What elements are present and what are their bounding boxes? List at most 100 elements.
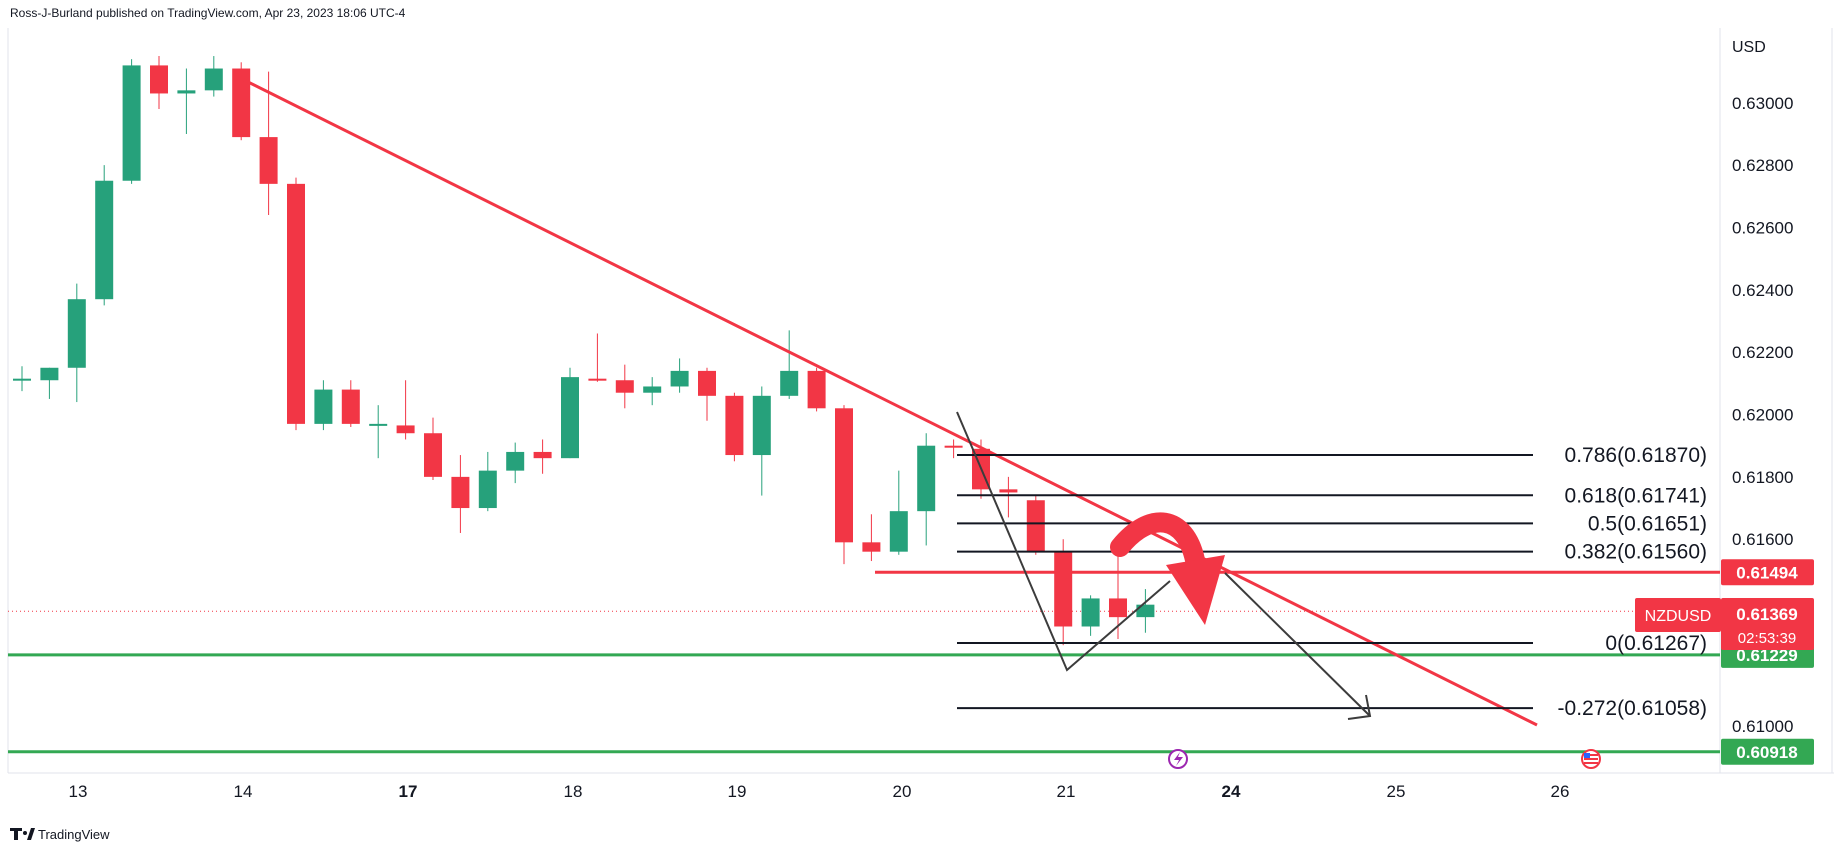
candle-body — [204, 68, 223, 91]
time-tick-label: 13 — [69, 782, 88, 801]
candle-body — [944, 445, 963, 448]
candle — [232, 62, 251, 141]
fib-level-label: 0.382(0.61560) — [1565, 541, 1707, 564]
time-tick-label: 26 — [1551, 782, 1570, 801]
candle — [999, 476, 1018, 518]
time-tick-label: 25 — [1387, 782, 1406, 801]
candle-body — [698, 370, 716, 396]
candle — [506, 442, 525, 484]
candle-body — [588, 378, 607, 381]
candle-body — [287, 183, 305, 424]
time-axis[interactable]: 13 14 17 18 19 20 21 24 25 26 — [69, 782, 1570, 801]
fib-level-label: 0.5(0.61651) — [1588, 512, 1707, 535]
candle — [561, 367, 579, 459]
candle-body — [780, 370, 799, 396]
candle — [670, 358, 689, 393]
candle — [95, 165, 114, 306]
price-label-text: 0.60918 — [1736, 743, 1797, 762]
candles — [13, 56, 1155, 646]
price-tick-label: 0.61800 — [1732, 468, 1793, 487]
candle-body — [478, 470, 497, 509]
price-label-box — [1721, 559, 1814, 586]
lightning-event-icon[interactable] — [1168, 749, 1188, 769]
candle-body — [1054, 551, 1073, 627]
zigzag-path — [956, 411, 1171, 672]
candle — [588, 333, 607, 382]
footer-brand: TradingView — [38, 827, 110, 842]
candle-body — [917, 445, 936, 512]
projection-arrowhead — [1347, 694, 1372, 720]
candle-body — [67, 299, 86, 368]
candle-body — [643, 386, 662, 393]
price-axis[interactable]: 0.63000 0.62800 0.62600 0.62400 0.62200 0.620… — [1732, 94, 1793, 736]
candle — [40, 367, 59, 399]
price-label-text: 0.61494 — [1736, 563, 1798, 582]
candle — [150, 56, 168, 110]
time-tick-label: 21 — [1057, 782, 1076, 801]
candle — [725, 392, 744, 462]
candle-body — [1026, 500, 1045, 552]
candle-body — [95, 180, 114, 300]
candle — [67, 283, 86, 403]
candle — [177, 68, 196, 134]
fib-level-label: -0.272(0.61058) — [1558, 697, 1707, 720]
candle — [533, 439, 552, 474]
candle — [643, 377, 662, 406]
candle-body — [999, 489, 1018, 493]
countdown-timer: 02:53:39 — [1738, 630, 1796, 647]
currency-label: USD — [1732, 39, 1766, 56]
price-tick-label: 0.61600 — [1732, 530, 1793, 549]
candle-body — [122, 65, 141, 181]
candle — [1109, 548, 1127, 639]
candle — [862, 514, 881, 562]
fib-extension[interactable]: 0.786(0.61870) 0.618(0.61741) 0.5(0.61651)… — [957, 444, 1707, 720]
current-price: 0.61369 — [1736, 605, 1797, 624]
candle-body — [533, 451, 552, 459]
price-tick-label: 0.62000 — [1732, 406, 1793, 425]
time-tick-label: 17 — [399, 782, 418, 801]
candle-body — [13, 378, 31, 381]
candle-body — [1109, 598, 1127, 618]
time-tick-label: 19 — [728, 782, 747, 801]
time-tick-label: 14 — [234, 782, 253, 801]
candle — [13, 366, 31, 392]
candle — [478, 451, 497, 512]
candle — [752, 386, 771, 496]
us-flag-event-icon[interactable] — [1581, 749, 1601, 769]
curved-down-arrowhead — [1166, 555, 1225, 625]
candle — [780, 330, 799, 399]
downtrend-line[interactable] — [241, 77, 1538, 727]
candle — [835, 405, 853, 565]
candle-body — [862, 542, 881, 552]
horizontal-lines — [8, 570, 1720, 754]
candle — [944, 439, 963, 459]
price-label-text: 0.61229 — [1736, 646, 1797, 665]
candle-body — [341, 389, 360, 424]
candle — [807, 367, 826, 412]
fib-level-label: 0.618(0.61741) — [1565, 484, 1707, 507]
candle-body — [396, 425, 415, 434]
fib-level-label: 0.786(0.61870) — [1565, 444, 1707, 467]
candle-body — [369, 423, 388, 426]
candle-body — [40, 367, 59, 381]
price-tick-label: 0.62400 — [1732, 281, 1793, 300]
time-tick-label: 20 — [893, 782, 912, 801]
candle — [889, 470, 908, 555]
candle-body — [835, 408, 853, 543]
candle-body — [670, 370, 689, 387]
candle — [917, 433, 936, 546]
candle — [424, 417, 442, 480]
candle — [259, 71, 278, 216]
candle-body — [232, 68, 251, 138]
candle — [698, 367, 716, 421]
candle — [341, 380, 360, 427]
candle — [1054, 539, 1073, 646]
candle-body — [807, 370, 826, 409]
candle — [122, 59, 141, 184]
tradingview-logo — [10, 828, 35, 840]
candle — [615, 364, 634, 409]
price-tick-label: 0.61000 — [1732, 717, 1793, 736]
candle-body — [725, 395, 744, 456]
candle — [369, 405, 388, 459]
